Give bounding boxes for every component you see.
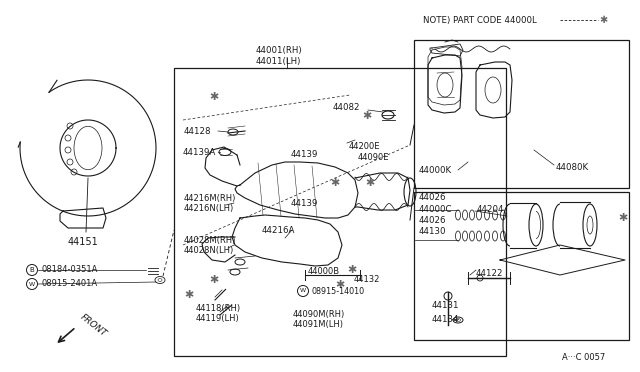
Text: 44118(RH): 44118(RH)	[196, 304, 241, 312]
Text: 44028N(LH): 44028N(LH)	[184, 246, 234, 254]
Text: 44082: 44082	[333, 103, 360, 112]
Text: 08915-2401A: 08915-2401A	[42, 279, 98, 289]
Text: 44000K: 44000K	[419, 166, 452, 174]
Text: ✱: ✱	[335, 280, 345, 290]
Text: ✱: ✱	[362, 111, 372, 121]
Text: 44151: 44151	[68, 237, 99, 247]
Text: 44216A: 44216A	[262, 225, 296, 234]
Text: ✱: ✱	[599, 15, 607, 25]
Text: 44090M(RH): 44090M(RH)	[293, 311, 345, 320]
Text: FRONT: FRONT	[79, 312, 109, 338]
Text: 44216M(RH): 44216M(RH)	[184, 193, 236, 202]
Text: 44080K: 44080K	[556, 163, 589, 171]
Bar	[174, 68, 506, 356]
Text: 44131: 44131	[432, 301, 460, 310]
Text: ✱: ✱	[365, 178, 374, 188]
Text: 44090E: 44090E	[358, 153, 390, 161]
Text: 44119(LH): 44119(LH)	[196, 314, 240, 323]
Text: 44134: 44134	[432, 314, 460, 324]
Text: W: W	[29, 282, 35, 286]
Text: 44200E: 44200E	[349, 141, 381, 151]
Text: 44216N(LH): 44216N(LH)	[184, 203, 234, 212]
Text: B: B	[29, 267, 35, 273]
Text: 44001(RH): 44001(RH)	[256, 45, 303, 55]
Text: 44128: 44128	[184, 126, 211, 135]
Text: 08915-14010: 08915-14010	[312, 286, 365, 295]
Text: 44139: 44139	[291, 199, 318, 208]
Text: 44130: 44130	[419, 227, 447, 235]
Text: 44026: 44026	[419, 215, 447, 224]
Text: ✱: ✱	[209, 92, 219, 102]
Text: 08184-0351A: 08184-0351A	[42, 266, 99, 275]
Text: 44139: 44139	[291, 150, 318, 158]
Text: 44011(LH): 44011(LH)	[256, 57, 301, 65]
Text: ✱: ✱	[348, 265, 356, 275]
Text: ✱: ✱	[184, 290, 194, 300]
Text: 44026: 44026	[419, 192, 447, 202]
Text: 44028M(RH): 44028M(RH)	[184, 235, 236, 244]
Text: 44091M(LH): 44091M(LH)	[293, 321, 344, 330]
Text: A···C 0057: A···C 0057	[562, 353, 605, 362]
Text: ✱: ✱	[209, 275, 219, 285]
Text: 44139A: 44139A	[183, 148, 216, 157]
Bar	[414, 40, 629, 188]
Text: W: W	[300, 289, 306, 294]
Text: NOTE) PART CODE 44000L: NOTE) PART CODE 44000L	[423, 16, 537, 25]
Text: 44204: 44204	[477, 205, 504, 214]
Text: 44122: 44122	[476, 269, 504, 279]
Text: ✱: ✱	[330, 178, 340, 188]
Text: 44000C: 44000C	[419, 205, 452, 214]
Text: ✱: ✱	[618, 213, 628, 223]
Bar	[414, 192, 629, 340]
Text: 44000B: 44000B	[308, 266, 340, 276]
Text: 44132: 44132	[354, 275, 380, 283]
